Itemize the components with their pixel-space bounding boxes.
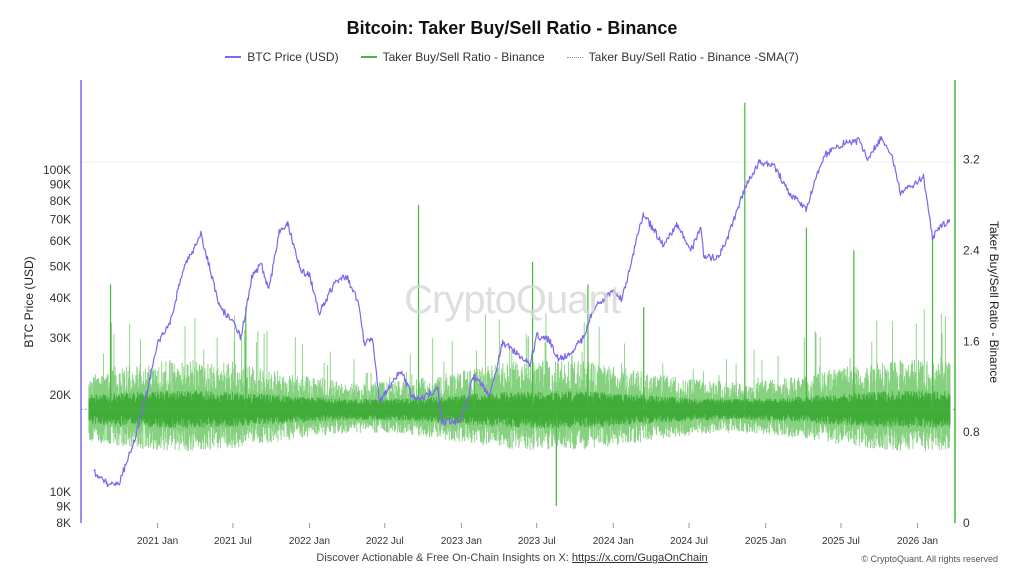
watermark-logo: CryptoQuant bbox=[404, 278, 621, 322]
y-left-tick-label: 40K bbox=[50, 291, 71, 305]
y-right-tick-label: 0 bbox=[963, 516, 970, 530]
y-right-tick-label: 0.8 bbox=[963, 425, 980, 439]
y-right-tick-label: 2.4 bbox=[963, 243, 980, 257]
chart-title: Bitcoin: Taker Buy/Sell Ratio - Binance bbox=[346, 18, 678, 38]
taker-ratio-core bbox=[88, 390, 951, 429]
y-right-tick-label: 3.2 bbox=[963, 153, 980, 167]
footer: Discover Actionable & Free On-Chain Insi… bbox=[0, 552, 1024, 564]
x-tick-label: 2023 Jul bbox=[518, 536, 556, 547]
x-tick-label: 2022 Jul bbox=[366, 536, 404, 547]
y-right-axis-title: Taker Buy/Sell Ratio - Binance bbox=[987, 221, 1001, 383]
x-tick-label: 2024 Jan bbox=[593, 536, 634, 547]
x-tick-label: 2023 Jan bbox=[441, 536, 482, 547]
legend-swatch-taker-ratio-sma bbox=[566, 56, 583, 58]
y-right-tick-label: 1.6 bbox=[963, 334, 980, 348]
y-left-axis-title: BTC Price (USD) bbox=[22, 256, 36, 347]
y-left-tick-label: 60K bbox=[50, 234, 71, 248]
x-tick-label: 2021 Jul bbox=[214, 536, 252, 547]
y-left-tick-label: 50K bbox=[50, 260, 71, 274]
x-tick-label: 2026 Jan bbox=[897, 536, 938, 547]
y-left-tick-label: 10K bbox=[50, 485, 71, 499]
x-tick-label: 2022 Jan bbox=[289, 536, 330, 547]
series-taker-ratio bbox=[88, 102, 951, 506]
y-left-tick-label: 8K bbox=[56, 516, 71, 530]
legend-item-taker-ratio-sma[interactable]: Taker Buy/Sell Ratio - Binance -SMA(7) bbox=[566, 50, 799, 64]
y-left-tick-label: 20K bbox=[50, 388, 71, 402]
y-left-tick-label: 30K bbox=[50, 331, 71, 345]
legend-label-taker-ratio: Taker Buy/Sell Ratio - Binance bbox=[382, 50, 545, 64]
legend: BTC Price (USD) Taker Buy/Sell Ratio - B… bbox=[0, 50, 1024, 64]
legend-swatch-taker-ratio bbox=[360, 56, 377, 58]
series-btc-price bbox=[93, 136, 951, 488]
x-tick-label: 2021 Jan bbox=[137, 536, 178, 547]
copyright: © CryptoQuant. All rights reserved bbox=[861, 554, 998, 564]
legend-item-taker-ratio[interactable]: Taker Buy/Sell Ratio - Binance bbox=[360, 50, 545, 64]
y-left-tick-label: 80K bbox=[50, 194, 71, 208]
taker-ratio-band bbox=[88, 309, 951, 451]
footer-link[interactable]: https://x.com/GugaOnChain bbox=[571, 552, 708, 564]
x-tick-label: 2024 Jul bbox=[670, 536, 708, 547]
x-tick-label: 2025 Jan bbox=[745, 536, 786, 547]
legend-label-btc-price: BTC Price (USD) bbox=[247, 50, 339, 64]
legend-swatch-btc-price bbox=[225, 56, 242, 58]
y-left-tick-label: 100K bbox=[43, 163, 71, 177]
y-left-tick-label: 70K bbox=[50, 213, 71, 227]
x-tick-label: 2025 Jul bbox=[822, 536, 860, 547]
footer-text: Discover Actionable & Free On-Chain Insi… bbox=[316, 552, 572, 564]
legend-label-taker-ratio-sma: Taker Buy/Sell Ratio - Binance -SMA(7) bbox=[588, 50, 799, 64]
y-left-tick-label: 9K bbox=[56, 500, 71, 514]
y-left-tick-label: 90K bbox=[50, 178, 71, 192]
legend-item-btc-price[interactable]: BTC Price (USD) bbox=[225, 50, 339, 64]
